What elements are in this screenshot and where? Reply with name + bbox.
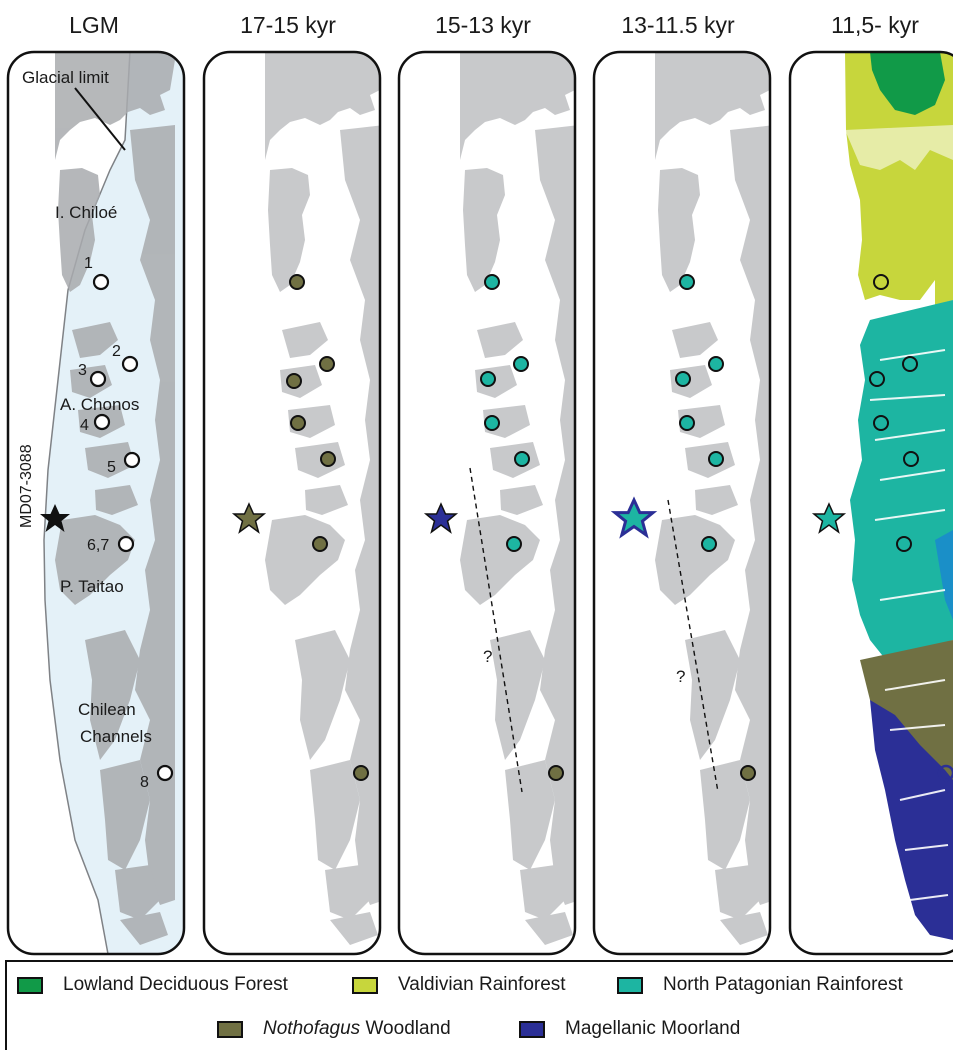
site-6-7-marker — [506, 536, 522, 552]
site-8-marker — [740, 765, 756, 781]
site-1-marker — [289, 274, 305, 290]
panel-title-11-5: 11,5- kyr — [831, 12, 919, 38]
site-2-marker — [902, 356, 918, 372]
label-chiloe: I. Chiloé — [55, 203, 117, 222]
core-star-11-5 — [811, 502, 847, 534]
site-label-1: 1 — [84, 255, 93, 272]
site-2-marker — [319, 356, 335, 372]
site-5-marker — [708, 451, 724, 467]
site-8-marker — [548, 765, 564, 781]
label-glacial-limit: Glacial limit — [22, 68, 109, 87]
site-label-8: 8 — [140, 774, 149, 791]
panel-13-11: ? — [592, 50, 772, 956]
legend-label-north-patagonian: North Patagonian Rainforest — [663, 974, 903, 995]
legend-swatch-lowland — [17, 976, 43, 994]
question-mark-13-11: ? — [676, 667, 685, 686]
panel-title-lgm: LGM — [69, 12, 119, 38]
site-label-3: 3 — [78, 362, 87, 379]
site-3-marker — [675, 371, 691, 387]
core-star-15-13 — [423, 502, 459, 534]
site-3-marker — [480, 371, 496, 387]
site-1-marker — [92, 273, 110, 291]
site-5-marker — [123, 451, 141, 469]
panel-title-17-15: 17-15 kyr — [240, 12, 336, 38]
panel-lgm: Glacial limit I. Chiloé A. Chonos P. Tai… — [6, 50, 186, 956]
panel-11-5 — [788, 50, 953, 956]
site-6-7-marker — [701, 536, 717, 552]
site-3-marker — [869, 371, 885, 387]
panel-17-15 — [202, 50, 382, 956]
legend-lowland: Lowland Deciduous Forest — [17, 974, 288, 996]
site-3-marker — [89, 370, 107, 388]
legend-swatch-nothofagus — [217, 1020, 243, 1038]
legend-north-patagonian: North Patagonian Rainforest — [617, 974, 903, 996]
core-star-lgm — [40, 504, 70, 532]
legend-nothofagus: Nothofagus Woodland — [217, 1018, 451, 1040]
legend-swatch-north-patagonian — [617, 976, 643, 994]
map-panels: Glacial limit I. Chiloé A. Chonos P. Tai… — [6, 50, 953, 956]
panel-title-13-11: 13-11.5 kyr — [621, 12, 735, 38]
zone-valdivian — [845, 52, 953, 305]
core-star-17-15 — [231, 502, 267, 534]
label-chonos: A. Chonos — [60, 395, 139, 414]
site-label-5: 5 — [107, 459, 116, 476]
label-taitao: P. Taitao — [60, 577, 124, 596]
label-channels: Channels — [80, 727, 152, 746]
legend-label-lowland: Lowland Deciduous Forest — [63, 974, 288, 995]
site-5-marker — [903, 451, 919, 467]
legend-valdivian: Valdivian Rainforest — [352, 974, 566, 996]
legend: Lowland Deciduous Forest Valdivian Rainf… — [5, 960, 953, 1050]
site-label-2: 2 — [112, 343, 121, 360]
site-4-marker — [873, 415, 889, 431]
site-8-marker — [937, 764, 953, 782]
site-4-marker — [290, 415, 306, 431]
site-1-marker — [873, 274, 889, 290]
site-5-marker — [514, 451, 530, 467]
site-6-7-marker — [896, 536, 912, 552]
legend-magellanic: Magellanic Moorland — [519, 1018, 740, 1040]
site-4-marker — [679, 415, 695, 431]
panel-title-15-13: 15-13 kyr — [435, 12, 531, 38]
panel-15-13: ? — [397, 50, 577, 956]
legend-label-valdivian: Valdivian Rainforest — [398, 974, 566, 995]
site-8-marker — [353, 765, 369, 781]
site-1-marker — [679, 274, 695, 290]
zone-magellanic — [870, 700, 953, 940]
site-1-marker — [484, 274, 500, 290]
zone-nothofagus — [860, 640, 953, 780]
core-star-13-11 — [610, 496, 658, 539]
site-2-marker — [121, 355, 139, 373]
legend-swatch-magellanic — [519, 1020, 545, 1038]
question-mark-15-13: ? — [483, 647, 492, 666]
site-6-7-marker — [312, 536, 328, 552]
site-2-marker — [513, 356, 529, 372]
site-4-marker — [484, 415, 500, 431]
site-3-marker — [286, 373, 302, 389]
site-label-4: 4 — [80, 417, 89, 434]
label-core: MD07-3088 — [18, 444, 35, 528]
site-8-marker — [156, 764, 174, 782]
site-4-marker — [93, 413, 111, 431]
site-2-marker — [708, 356, 724, 372]
site-6-7-marker — [117, 535, 135, 553]
site-5-marker — [320, 451, 336, 467]
legend-label-nothofagus: Nothofagus Woodland — [263, 1018, 451, 1039]
legend-swatch-valdivian — [352, 976, 378, 994]
site-label-6-7: 6,7 — [87, 537, 109, 554]
legend-label-magellanic: Magellanic Moorland — [565, 1018, 741, 1039]
zone-lowland — [870, 52, 945, 115]
label-chilean: Chilean — [78, 700, 136, 719]
zone-north-patagonian — [850, 300, 953, 665]
